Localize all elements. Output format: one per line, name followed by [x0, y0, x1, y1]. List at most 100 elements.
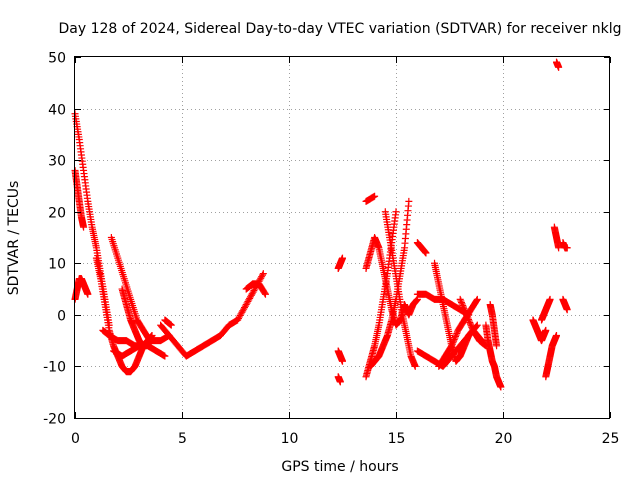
series-arc-9	[157, 270, 267, 360]
data-point	[371, 192, 379, 200]
data-point	[555, 244, 563, 252]
interp-point	[466, 319, 474, 327]
series-arc-17	[362, 208, 400, 381]
axis-ticks: 0 5 10 15 20 25 -20 -10 0 10 20 30 40 50	[43, 51, 619, 448]
data-point	[448, 342, 456, 350]
interp-point	[248, 290, 256, 298]
y-tick-label: 0	[57, 309, 66, 325]
interp-point	[240, 304, 248, 312]
interp-point	[448, 340, 456, 348]
interp-point	[473, 296, 481, 304]
interp-point	[450, 336, 458, 344]
interp-point	[236, 311, 244, 319]
interp-point	[250, 287, 258, 295]
series-arc-19	[366, 197, 413, 370]
data-point	[456, 295, 464, 303]
data-point	[242, 301, 250, 309]
series-arc-27	[486, 301, 501, 350]
series-arc-8	[110, 342, 169, 360]
data-point	[261, 290, 269, 298]
data-point	[336, 378, 344, 386]
interp-point	[241, 302, 249, 310]
data-point	[339, 254, 346, 262]
data-point	[542, 326, 550, 334]
series-arc-20	[413, 239, 430, 257]
x-tick-label: 0	[71, 431, 80, 447]
y-tick-label: 20	[48, 206, 66, 222]
interp-point	[243, 299, 251, 307]
x-tick-label: 20	[495, 431, 513, 447]
x-tick-label: 25	[602, 431, 620, 447]
interp-point	[249, 288, 257, 296]
data-point	[84, 290, 92, 298]
interp-point	[240, 305, 248, 313]
y-tick-label: -20	[43, 412, 66, 428]
y-tick-label: -10	[43, 360, 66, 376]
y-tick-label: 40	[48, 103, 66, 119]
data-point	[553, 331, 560, 339]
interp-point	[465, 315, 473, 323]
series-arc-3	[71, 275, 92, 303]
data-point	[167, 321, 175, 329]
data-point	[463, 311, 471, 319]
series-arc-15	[362, 192, 379, 205]
data-point	[497, 383, 505, 391]
interp-point	[460, 305, 468, 313]
data-point	[546, 295, 554, 303]
data-point	[234, 316, 242, 324]
series-arc-16	[362, 234, 421, 329]
plot-frame	[74, 56, 610, 419]
x-tick-label: 15	[388, 431, 406, 447]
interp-point	[244, 297, 252, 305]
series-arc-12	[334, 254, 346, 272]
interp-point	[245, 296, 253, 304]
interp-point	[239, 307, 247, 315]
interp-point	[451, 333, 459, 341]
interp-point	[459, 302, 467, 310]
interp-point	[461, 308, 469, 316]
x-tick-label: 5	[178, 431, 187, 447]
interp-point	[238, 308, 246, 316]
interp-point	[466, 320, 474, 328]
series-arc-29	[538, 295, 554, 324]
interp-point	[458, 300, 466, 308]
interp-point	[462, 309, 470, 317]
interp-point	[450, 337, 458, 345]
data-point	[259, 270, 267, 278]
interp-point	[467, 322, 475, 330]
data-point	[563, 244, 571, 252]
interp-point	[261, 289, 269, 297]
series-arc-11	[242, 280, 269, 298]
chart-title: Day 128 of 2024, Sidereal Day-to-day VTE…	[59, 21, 622, 37]
series-arc-5	[107, 234, 154, 345]
interp-point	[246, 293, 254, 301]
series-arc-31	[550, 223, 563, 252]
y-axis-title: SDTVAR / TECUs	[6, 181, 22, 296]
interp-point	[449, 339, 457, 347]
x-axis-title: GPS time / hours	[281, 459, 398, 475]
data-point	[392, 208, 400, 216]
interp-point	[258, 273, 266, 281]
interp-point	[237, 310, 245, 318]
data-point	[339, 357, 346, 365]
y-tick-label: 10	[48, 257, 66, 273]
interp-point	[465, 317, 473, 325]
data-point	[411, 362, 419, 370]
interp-point	[247, 291, 255, 299]
interp-point	[461, 306, 469, 314]
interp-point	[468, 323, 476, 331]
series-arc-34	[559, 295, 571, 314]
series-arc-28	[529, 316, 550, 345]
data-point	[405, 197, 413, 205]
series-arc-26	[482, 321, 505, 391]
data-point	[161, 352, 169, 360]
data-point	[473, 295, 481, 303]
grid	[75, 57, 610, 418]
series-arc-30	[542, 331, 560, 381]
interp-point	[453, 329, 461, 337]
x-tick-label: 10	[281, 431, 299, 447]
interp-point	[451, 334, 459, 342]
interp-point	[464, 314, 472, 322]
